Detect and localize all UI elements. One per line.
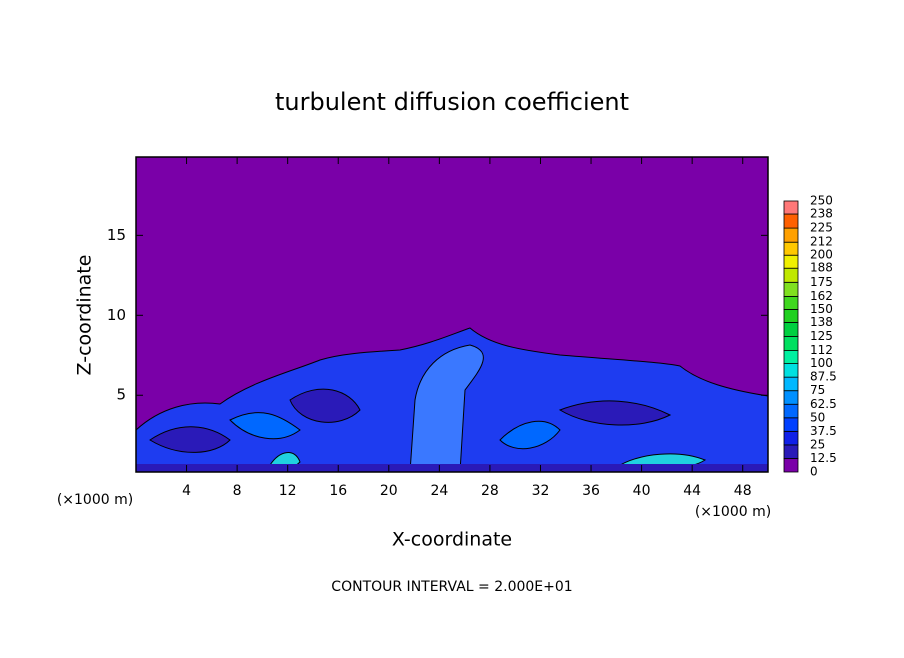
colorbar-label: 162 bbox=[810, 289, 833, 303]
field-region bbox=[149, 426, 231, 453]
x-tick-label: 40 bbox=[633, 483, 651, 499]
colorbar-swatch bbox=[783, 267, 799, 283]
x-axis-label: X-coordinate bbox=[392, 529, 512, 551]
y-tick-label: 5 bbox=[116, 386, 126, 404]
colorbar-swatch bbox=[783, 295, 799, 310]
x-tick-label: 12 bbox=[279, 483, 297, 499]
colorbar-label: 212 bbox=[810, 235, 833, 249]
colorbar-label: 62.5 bbox=[810, 397, 837, 411]
x-tick-label: 36 bbox=[582, 483, 600, 499]
x-tick-label: 32 bbox=[532, 483, 550, 499]
field-region bbox=[289, 388, 361, 423]
x-unit-label: (×1000 m) bbox=[57, 492, 133, 508]
x-unit-label: (×1000 m) bbox=[695, 504, 771, 520]
colorbar-label: 0 bbox=[810, 465, 818, 479]
field-region bbox=[499, 420, 561, 450]
colorbar-swatch bbox=[783, 336, 799, 351]
colorbar-swatch bbox=[783, 444, 799, 459]
colorbar-label: 25 bbox=[810, 437, 825, 451]
colorbar-swatch bbox=[783, 363, 799, 378]
x-tick-label: 24 bbox=[430, 483, 448, 499]
colorbar-swatch bbox=[783, 322, 799, 337]
colorbar-label: 238 bbox=[810, 207, 833, 221]
x-tick-label: 48 bbox=[734, 483, 752, 499]
colorbar-label: 175 bbox=[810, 275, 833, 289]
colorbar-swatch bbox=[783, 241, 799, 256]
field-region bbox=[229, 412, 301, 440]
colorbar-label: 87.5 bbox=[810, 370, 837, 384]
colorbar-label: 50 bbox=[810, 410, 825, 424]
x-tick-label: 28 bbox=[481, 483, 499, 499]
colorbar-label: 225 bbox=[810, 221, 833, 235]
colorbar-swatch bbox=[783, 430, 799, 446]
colorbar-label: 125 bbox=[810, 329, 833, 343]
colorbar-swatch bbox=[783, 281, 799, 297]
y-tick-label: 10 bbox=[107, 306, 126, 324]
colorbar-swatch bbox=[783, 390, 799, 405]
colorbar-label: 188 bbox=[810, 261, 833, 275]
colorbar-swatch bbox=[783, 403, 799, 419]
colorbar-label: 112 bbox=[810, 343, 833, 357]
colorbar-swatch bbox=[783, 350, 799, 365]
colorbar-label: 75 bbox=[810, 383, 825, 397]
field-region bbox=[409, 344, 484, 473]
x-tick-label: 20 bbox=[380, 483, 398, 499]
colorbar-label: 250 bbox=[810, 194, 833, 208]
footer-note: CONTOUR INTERVAL = 2.000E+01 bbox=[331, 579, 572, 595]
x-tick-label: 16 bbox=[329, 483, 347, 499]
colorbar-label: 100 bbox=[810, 356, 833, 370]
x-tick-label: 4 bbox=[182, 483, 191, 499]
y-axis-label: Z-coordinate bbox=[74, 255, 96, 376]
field-region bbox=[558, 400, 672, 426]
chart-title: turbulent diffusion coefficient bbox=[275, 88, 629, 116]
colorbar-swatch bbox=[783, 213, 799, 229]
field bbox=[135, 157, 769, 473]
colorbar-swatch bbox=[783, 458, 799, 473]
colorbar-label: 200 bbox=[810, 248, 833, 262]
colorbar-swatch bbox=[783, 200, 799, 215]
colorbar-swatch bbox=[783, 376, 799, 392]
colorbar-label: 150 bbox=[810, 302, 833, 316]
colorbar-label: 12.5 bbox=[810, 451, 837, 465]
colorbar-swatch bbox=[783, 227, 799, 243]
colorbar-label: 37.5 bbox=[810, 424, 837, 438]
y-tick-label: 15 bbox=[107, 226, 126, 244]
colorbar-swatch bbox=[783, 308, 799, 323]
plot-frame bbox=[135, 156, 769, 473]
colorbar-label: 138 bbox=[810, 315, 833, 329]
field-region bbox=[136, 464, 768, 472]
colorbar-swatch bbox=[783, 254, 799, 269]
x-tick-label: 44 bbox=[683, 483, 701, 499]
colorbar-swatch bbox=[783, 417, 799, 432]
x-tick-label: 8 bbox=[233, 483, 242, 499]
